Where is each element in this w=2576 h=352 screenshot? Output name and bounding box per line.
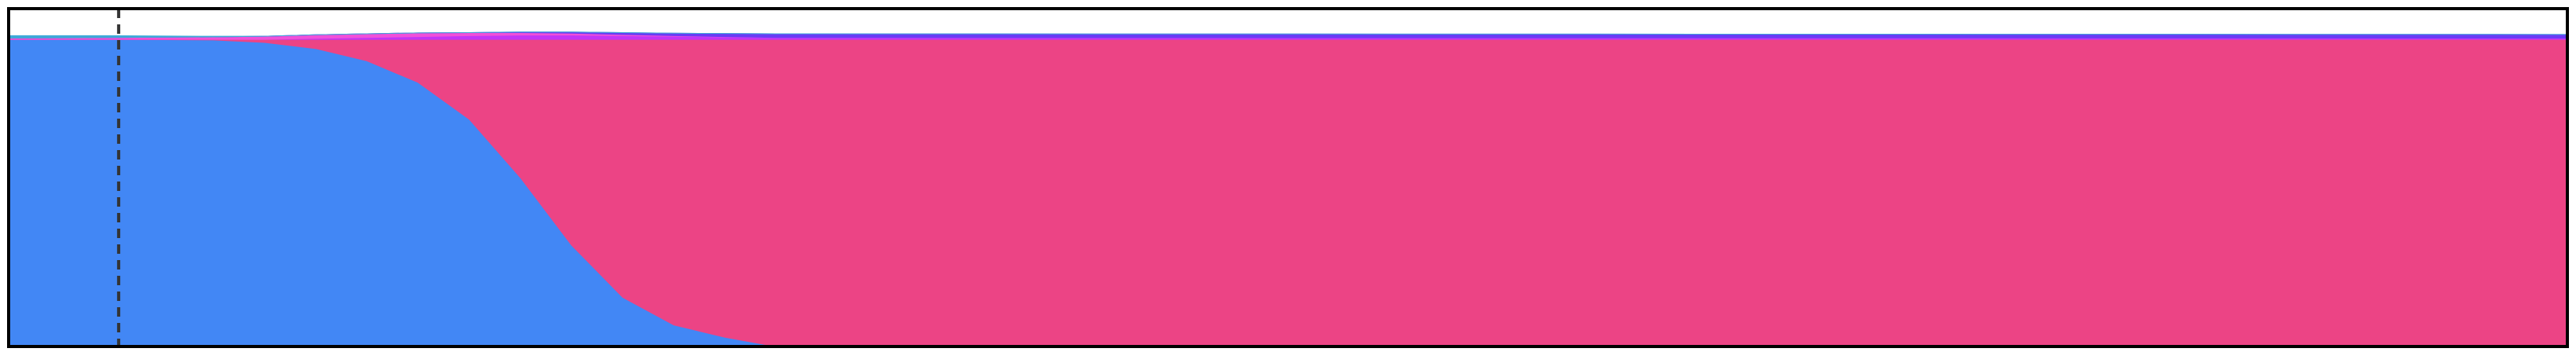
area-series-6 xyxy=(8,31,2568,39)
plot-frame xyxy=(7,7,2569,348)
areas-layer xyxy=(8,31,2568,347)
